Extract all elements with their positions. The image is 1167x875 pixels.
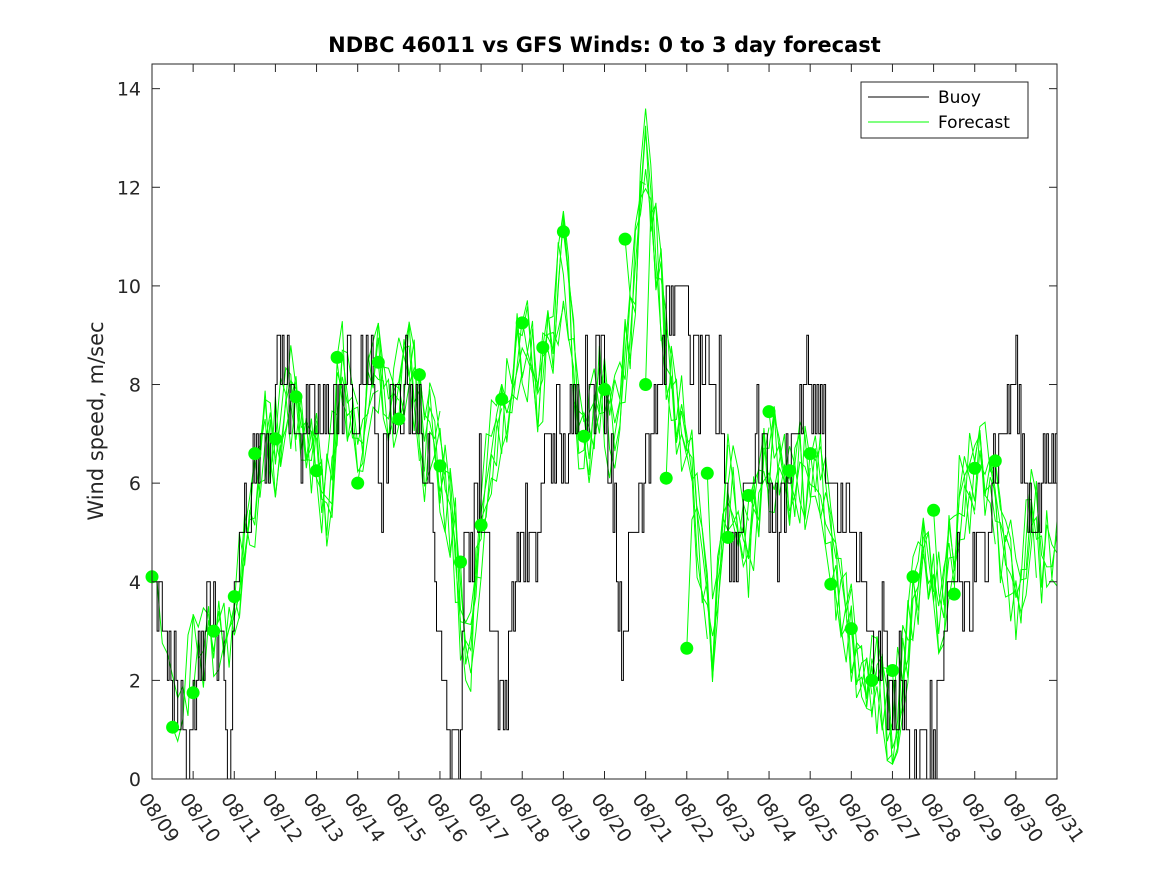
forecast-line-15 [460, 300, 585, 665]
forecast-marker-12 [392, 412, 406, 426]
y-tick-label-2: 4 [129, 572, 141, 594]
buoy-series-group [152, 285, 1058, 780]
forecast-marker-41 [988, 454, 1002, 468]
forecast-line-39 [953, 429, 1058, 615]
forecast-marker-7 [289, 390, 303, 404]
forecast-marker-17 [495, 392, 509, 406]
forecast-marker-6 [268, 432, 282, 446]
y-axis-label: Wind speed, m/sec [84, 321, 108, 520]
forecast-markers-group [145, 225, 1002, 734]
forecast-marker-22 [598, 382, 611, 396]
forecast-marker-20 [556, 225, 570, 239]
forecast-marker-35 [865, 673, 879, 687]
forecast-line-35 [871, 431, 996, 749]
forecast-marker-15 [454, 555, 467, 569]
forecast-marker-4 [227, 590, 241, 604]
y-tick-label-3: 6 [129, 473, 141, 495]
forecast-marker-36 [886, 664, 899, 677]
forecast-marker-40 [968, 461, 982, 475]
forecast-marker-39 [947, 587, 961, 601]
forecast-line-16 [480, 213, 605, 526]
forecast-marker-26 [680, 641, 694, 655]
forecast-line-32 [809, 446, 935, 765]
forecast-marker-29 [742, 489, 755, 502]
legend: Buoy Forecast [860, 81, 1029, 139]
forecast-line-28 [727, 410, 852, 613]
y-tick-label-7: 14 [117, 79, 141, 101]
forecast-marker-9 [330, 350, 344, 364]
forecast-marker-21 [577, 429, 591, 443]
forecast-marker-3 [207, 624, 221, 638]
forecast-marker-28 [721, 530, 735, 544]
forecast-marker-31 [783, 464, 797, 478]
forecast-line-20 [562, 131, 688, 479]
forecast-marker-11 [371, 355, 385, 369]
forecast-marker-37 [906, 570, 920, 584]
buoy-line [152, 285, 1058, 780]
forecast-marker-34 [844, 622, 858, 636]
forecast-line-41 [994, 460, 1058, 624]
forecast-line-7 [295, 337, 420, 534]
y-tick-label-4: 8 [129, 375, 141, 397]
forecast-marker-8 [310, 464, 323, 478]
y-tick-label-6: 12 [117, 177, 141, 199]
forecast-marker-18 [515, 316, 529, 330]
y-tick-label-1: 2 [129, 670, 141, 692]
forecast-marker-38 [927, 503, 941, 517]
y-tick-label-0: 0 [129, 769, 141, 791]
forecast-marker-13 [412, 368, 426, 382]
y-tick-label-5: 10 [117, 276, 141, 298]
forecast-marker-14 [433, 459, 447, 473]
forecast-marker-27 [700, 466, 714, 480]
forecast-marker-32 [803, 447, 817, 461]
forecast-line-40 [974, 456, 1058, 598]
forecast-line-30 [768, 411, 893, 762]
legend-box [860, 81, 1029, 139]
forecast-marker-19 [536, 341, 550, 354]
forecast-marker-30 [762, 405, 776, 419]
forecast-line-2 [192, 396, 317, 693]
legend-forecast-label: Forecast [938, 113, 1010, 133]
forecast-line-38 [933, 433, 1058, 619]
forecast-marker-5 [248, 447, 262, 461]
forecast-marker-33 [824, 577, 838, 591]
forecast-marker-10 [351, 476, 365, 490]
forecast-marker-2 [186, 686, 200, 700]
forecast-marker-16 [474, 518, 488, 532]
forecast-marker-1 [166, 720, 180, 734]
forecast-line-14 [439, 306, 564, 692]
chart-title: NDBC 46011 vs GFS Winds: 0 to 3 day fore… [328, 33, 881, 57]
legend-buoy-label: Buoy [938, 88, 981, 108]
forecast-line-10 [357, 321, 482, 674]
forecast-marker-25 [659, 471, 673, 485]
forecast-line-5 [254, 353, 379, 536]
forecast-marker-23 [618, 232, 632, 246]
forecast-marker-24 [639, 378, 653, 391]
